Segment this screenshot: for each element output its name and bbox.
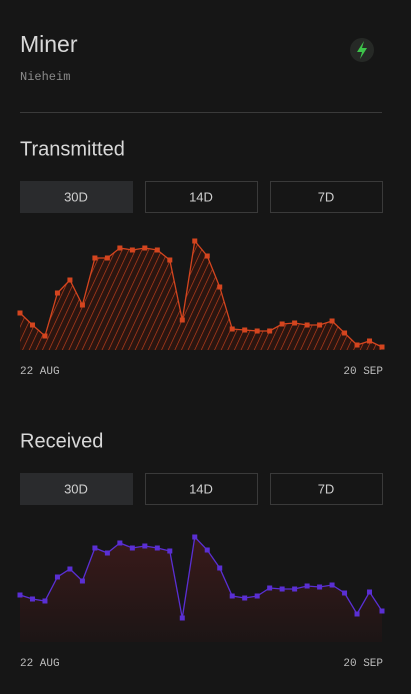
tab-box[interactable] — [145, 473, 258, 505]
point — [17, 310, 23, 316]
point — [67, 566, 73, 572]
point — [142, 543, 148, 549]
point — [254, 328, 260, 334]
point — [54, 574, 60, 580]
point — [242, 595, 248, 601]
point — [304, 583, 310, 589]
point — [117, 540, 123, 546]
point — [329, 318, 335, 324]
point — [292, 320, 298, 326]
tab-box[interactable] — [270, 181, 383, 213]
tab-box[interactable] — [145, 181, 258, 213]
point — [267, 585, 273, 591]
point — [104, 255, 110, 261]
title: Miner — [20, 31, 78, 57]
point — [29, 322, 35, 328]
tab-box[interactable] — [20, 181, 133, 213]
status-icon[interactable] — [350, 38, 374, 62]
point — [217, 565, 223, 571]
point — [42, 598, 48, 604]
point — [192, 534, 198, 540]
point — [304, 322, 310, 328]
point — [67, 277, 73, 283]
point — [317, 322, 323, 328]
x-tick-label: 20 SEP — [343, 366, 383, 378]
point — [104, 550, 110, 556]
section-title: Transmitted — [20, 138, 125, 160]
point — [379, 344, 385, 350]
tab[interactable]: 14D — [145, 181, 258, 213]
subtitle: Nieheim — [20, 70, 70, 84]
tab-label[interactable]: 30D — [64, 189, 88, 204]
point — [204, 253, 210, 259]
area — [20, 537, 382, 642]
point — [354, 611, 360, 617]
point — [292, 586, 298, 592]
section-title: Received — [20, 430, 103, 452]
point — [367, 589, 373, 595]
point — [154, 247, 160, 253]
point — [167, 548, 173, 554]
point — [267, 328, 273, 334]
tab[interactable]: 30D — [20, 181, 133, 213]
tab[interactable]: 14D — [145, 473, 258, 505]
point — [329, 582, 335, 588]
point — [129, 247, 135, 253]
point — [154, 545, 160, 551]
point — [354, 342, 360, 348]
point — [129, 545, 135, 551]
point — [204, 547, 210, 553]
tab-label[interactable]: 14D — [189, 189, 213, 204]
tab[interactable]: 7D — [270, 181, 383, 213]
point — [367, 338, 373, 344]
point — [242, 327, 248, 333]
point — [279, 586, 285, 592]
point — [79, 302, 85, 308]
point — [142, 245, 148, 251]
point — [217, 284, 223, 290]
point — [229, 593, 235, 599]
tab-label[interactable]: 14D — [189, 481, 213, 496]
point — [279, 321, 285, 327]
x-tick-label: 22 AUG — [20, 366, 60, 378]
point — [179, 615, 185, 621]
tab-box[interactable] — [270, 473, 383, 505]
point — [17, 592, 23, 598]
tab-label[interactable]: 7D — [318, 481, 335, 496]
point — [79, 578, 85, 584]
tab[interactable]: 7D — [270, 473, 383, 505]
area — [20, 241, 382, 350]
x-tick-label: 20 SEP — [343, 658, 383, 670]
point — [379, 608, 385, 614]
point — [179, 317, 185, 323]
point — [229, 326, 235, 332]
point — [317, 584, 323, 590]
point — [254, 593, 260, 599]
point — [167, 257, 173, 263]
point — [42, 333, 48, 339]
point — [54, 290, 60, 296]
tab-label[interactable]: 30D — [64, 481, 88, 496]
tab-box[interactable] — [20, 473, 133, 505]
point — [29, 596, 35, 602]
tab[interactable]: 30D — [20, 473, 133, 505]
tab-label[interactable]: 7D — [318, 189, 335, 204]
point — [342, 590, 348, 596]
point — [92, 545, 98, 551]
x-tick-label: 22 AUG — [20, 658, 60, 670]
point — [192, 238, 198, 244]
point — [92, 255, 98, 261]
point — [117, 245, 123, 251]
point — [342, 330, 348, 336]
